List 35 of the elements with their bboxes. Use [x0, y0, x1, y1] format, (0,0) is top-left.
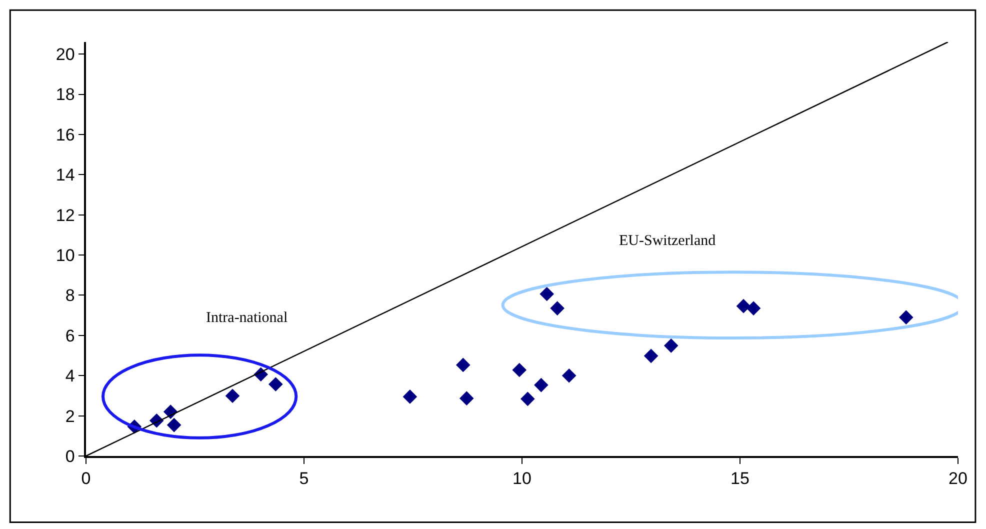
y-tick-label: 14	[56, 166, 75, 185]
point	[736, 298, 751, 314]
point	[664, 338, 678, 353]
y-tick-label: 4	[65, 366, 75, 386]
y-tick-label: 16	[56, 125, 75, 144]
point	[402, 390, 418, 404]
y-tick-label: 20	[56, 45, 75, 64]
annotation: Intra-national	[206, 310, 288, 326]
point	[459, 391, 474, 406]
x-tick-label: 15	[730, 469, 750, 488]
point	[644, 348, 658, 364]
annotation: EU-Switzerland	[619, 233, 716, 249]
y-tick-label: 18	[56, 85, 75, 104]
point	[534, 378, 548, 392]
y-tick-label: 8	[65, 286, 75, 306]
point	[898, 310, 914, 324]
y-tick-label: 0	[65, 446, 75, 466]
y-tick-label: 12	[56, 206, 75, 225]
point	[225, 388, 240, 404]
x-tick-label: 10	[512, 469, 532, 488]
x-tick-label: 5	[299, 469, 309, 488]
point	[512, 362, 527, 378]
point	[456, 358, 470, 372]
x-tick-label: 20	[948, 469, 968, 488]
point	[166, 418, 182, 432]
x-tick-label: 0	[81, 469, 91, 488]
point	[540, 286, 554, 302]
point	[268, 377, 283, 392]
point	[746, 301, 761, 316]
point	[550, 301, 564, 316]
point	[520, 392, 535, 406]
point	[562, 368, 576, 383]
y-tick-label: 6	[65, 326, 75, 346]
y-tick-label: 10	[56, 246, 75, 265]
y-tick-label: 2	[65, 406, 75, 426]
